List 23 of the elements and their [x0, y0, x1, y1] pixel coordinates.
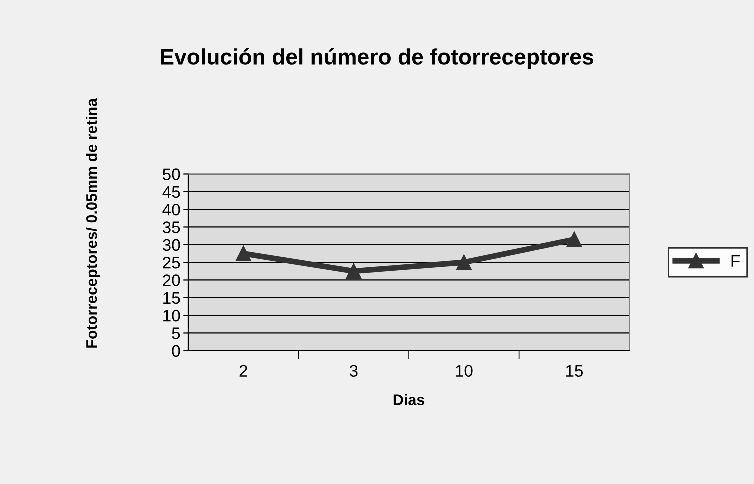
y-tick-label: 40	[162, 204, 180, 216]
y-tick-label: 0	[172, 345, 180, 358]
y-tick-label: 5	[172, 328, 180, 340]
x-tick-label: 2	[240, 365, 248, 377]
x-tick-label: 3	[350, 365, 358, 378]
y-tick-label: 30	[162, 239, 180, 252]
y-tick-label: 15	[164, 292, 180, 304]
legend-label: F	[732, 255, 740, 267]
y-tick-label: 45	[162, 186, 180, 198]
point	[236, 246, 252, 262]
y-tick-label: 35	[162, 222, 180, 234]
y-tick-label: 10	[164, 310, 180, 322]
x-tick-label: 15	[566, 365, 584, 378]
point	[566, 232, 582, 248]
y-tick-label: 50	[162, 168, 180, 180]
x-axis-title: Dias	[394, 394, 425, 406]
point	[346, 264, 362, 280]
x-tick-label: 10	[456, 365, 473, 378]
y-tick-label: 20	[163, 274, 180, 286]
chart-title: Evolución del número de fotorreceptores	[161, 48, 594, 70]
point	[456, 254, 472, 270]
y-tick-label: 25	[163, 256, 180, 269]
y-axis-title: Fotorreceptores/ 0.05mm de retina	[86, 98, 100, 348]
